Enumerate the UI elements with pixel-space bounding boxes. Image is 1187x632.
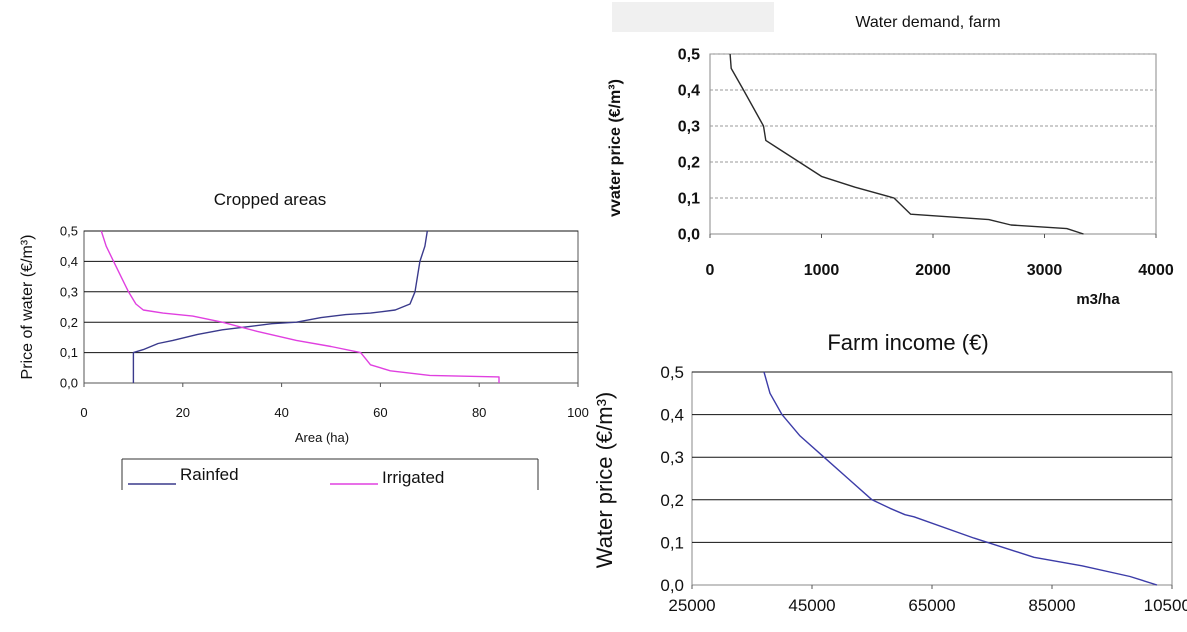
legend-label-irrigated: Irrigated (382, 468, 444, 487)
cropped-series-line-irrigated (100, 230, 500, 383)
cropped-xtick-label: 20 (176, 405, 190, 420)
cropped-ytick-label: 0,5 (60, 224, 78, 239)
income-xtick-label: 65000 (908, 596, 955, 615)
cropped-xtick-label: 0 (80, 405, 87, 420)
cropped-xtick-label: 40 (274, 405, 288, 420)
water-demand-chart: Water demand, farm 0,0 0,1 0,2 0,3 0,4 0,5 0 1… (607, 14, 1174, 308)
income-xtick-label: 45000 (788, 596, 835, 615)
income-ytick-label: 0,5 (660, 363, 684, 382)
cropped-xtick-label: 80 (472, 405, 486, 420)
demand-ytick-label: 0,0 (678, 227, 700, 244)
cropped-series-line-rainfed (132, 230, 428, 383)
income-ylabel: Water price (€/m³) (592, 392, 617, 568)
income-ytick-label: 0,3 (660, 448, 684, 467)
farm-income-chart: Farm income (€) 0,0 0,1 0,2 0,3 0,4 0,5 25000… (592, 330, 1187, 615)
blank-header-patch (612, 2, 774, 32)
cropped-ylabel: Price of water (€/m³) (19, 235, 36, 380)
demand-plot-area (709, 53, 1157, 235)
cropped-ytick-label: 0,0 (60, 376, 78, 391)
demand-ylabel: vvater price (€/m³) (607, 79, 624, 217)
cropped-xtick-label: 100 (567, 405, 589, 420)
demand-xtick-label: 4000 (1138, 262, 1174, 279)
demand-ytick-label: 0,2 (678, 155, 700, 172)
income-ytick-label: 0,2 (660, 491, 684, 510)
income-xtick-label: 25000 (668, 596, 715, 615)
income-ytick-label: 0,1 (660, 533, 684, 552)
income-title: Farm income (€) (827, 330, 988, 355)
cropped-areas-chart: Cropped areas 0,0 0,1 0,2 0,3 0,4 0,5 0 20 40 60… (19, 190, 589, 490)
demand-xtick-label: 0 (706, 262, 715, 279)
cropped-ytick-label: 0,2 (60, 315, 78, 330)
income-xtick-label: 85000 (1028, 596, 1075, 615)
demand-series-line-0 (729, 53, 1084, 235)
cropped-plot-area (83, 230, 579, 384)
demand-ytick-label: 0,5 (678, 47, 700, 64)
demand-xlabel: m3/ha (1076, 291, 1120, 308)
demand-xtick-label: 1000 (804, 262, 840, 279)
income-xtick-label: 105000 (1144, 596, 1187, 615)
demand-xtick-label: 3000 (1027, 262, 1063, 279)
cropped-ytick-label: 0,3 (60, 284, 78, 299)
cropped-legend: Rainfed Irrigated (121, 458, 539, 490)
demand-ytick-label: 0,4 (678, 83, 700, 100)
demand-ytick-label: 0,1 (678, 191, 700, 208)
income-plot-area (691, 371, 1173, 586)
cropped-xtick-label: 60 (373, 405, 387, 420)
cropped-title: Cropped areas (214, 190, 326, 209)
legend-label-rainfed: Rainfed (180, 465, 239, 484)
income-ytick-label: 0,0 (660, 576, 684, 595)
cropped-xlabel: Area (ha) (295, 430, 349, 445)
demand-ytick-label: 0,3 (678, 119, 700, 136)
income-series-line-0 (763, 371, 1158, 586)
demand-title: Water demand, farm (855, 14, 1000, 31)
cropped-ytick-label: 0,4 (60, 254, 78, 269)
cropped-ytick-label: 0,1 (60, 345, 78, 360)
demand-xtick-label: 2000 (915, 262, 951, 279)
income-ytick-label: 0,4 (660, 406, 684, 425)
